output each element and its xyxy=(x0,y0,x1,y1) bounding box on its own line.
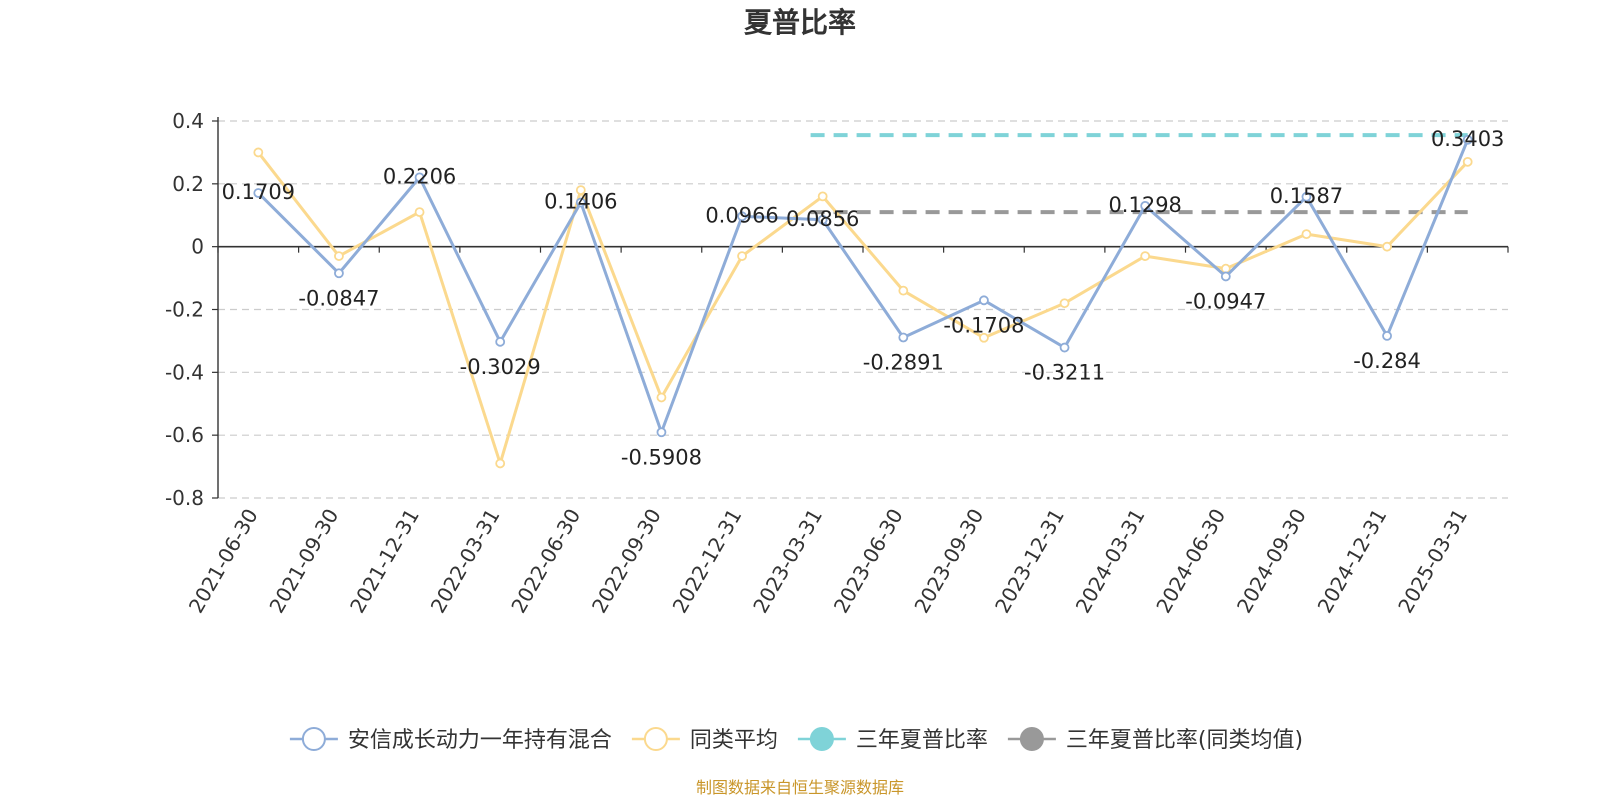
data-label: 0.1709 xyxy=(222,180,295,204)
data-point xyxy=(737,251,747,261)
x-tick-label: 2022-12-31 xyxy=(667,505,746,618)
data-point xyxy=(737,211,747,222)
data-point xyxy=(1220,271,1231,282)
data-point xyxy=(817,191,828,202)
legend-item-3[interactable]: 三年夏普比率(同类均值) xyxy=(1007,727,1303,753)
chart-title: 夏普比率 xyxy=(744,6,856,39)
legend-label: 同类平均 xyxy=(690,728,778,753)
data-point xyxy=(1059,298,1070,309)
x-tick-label: 2022-03-31 xyxy=(426,505,505,618)
legend-marker-icon xyxy=(809,727,834,751)
y-tick-label: 0.2 xyxy=(172,172,204,196)
data-labels: 0.1709 -0.0847 0.2206 -0.3029 0.1406 -0.5908 0… xyxy=(222,127,1505,470)
x-tick-label: 2025-03-31 xyxy=(1393,505,1472,618)
data-label: 0.1587 xyxy=(1270,184,1343,208)
data-point xyxy=(1140,200,1151,211)
y-tick-label: -0.8 xyxy=(165,486,204,510)
data-point xyxy=(414,172,425,183)
data-label: -0.2891 xyxy=(863,350,944,374)
x-tick-label: 2024-06-30 xyxy=(1151,505,1230,618)
legend-marker-icon xyxy=(301,727,326,751)
x-tick-label: 2023-12-31 xyxy=(990,505,1069,618)
data-label: 0.1406 xyxy=(544,189,617,213)
data-label: -0.3211 xyxy=(1024,361,1105,385)
data-label: 0.0966 xyxy=(705,203,778,227)
legend-item-1[interactable]: 同类平均 xyxy=(631,727,778,753)
data-point xyxy=(495,336,506,347)
data-point xyxy=(1301,229,1312,240)
data-label: -0.3029 xyxy=(460,355,541,379)
x-tick-label: 2022-09-30 xyxy=(587,505,666,618)
grid-lines xyxy=(218,120,1508,499)
source-note: 制图数据来自恒生聚源数据库 xyxy=(696,778,904,797)
data-point xyxy=(1382,241,1392,252)
data-point xyxy=(334,268,344,279)
data-point xyxy=(979,295,989,306)
x-tick-label: 2023-06-30 xyxy=(829,505,908,618)
reference-lines xyxy=(810,133,1468,215)
data-point xyxy=(495,458,506,469)
legend[interactable]: 安信成长动力一年持有混合 同类平均 三年夏普比率 三年夏普比率(同类均值) xyxy=(289,727,1303,753)
x-tick-label: 2021-06-30 xyxy=(184,505,263,618)
data-point xyxy=(414,207,425,218)
legend-label: 三年夏普比率 xyxy=(856,728,988,753)
series-line-0 xyxy=(257,139,1470,434)
x-tick-label: 2021-12-31 xyxy=(345,505,424,618)
legend-marker-icon xyxy=(643,727,668,751)
data-label: 0.3403 xyxy=(1431,127,1504,151)
data-point xyxy=(979,332,989,343)
data-label: -0.5908 xyxy=(621,445,702,469)
data-point xyxy=(1462,134,1473,145)
legend-item-2[interactable]: 三年夏普比率 xyxy=(797,727,988,753)
data-point xyxy=(1220,263,1231,274)
y-tick-label: -0.6 xyxy=(165,423,204,447)
data-point xyxy=(1382,330,1392,341)
data-label: 0.0856 xyxy=(786,207,859,231)
y-tick-label: -0.4 xyxy=(165,360,204,384)
data-point xyxy=(575,185,586,196)
x-tick-label: 2023-03-31 xyxy=(748,505,827,618)
x-tick-label: 2021-09-30 xyxy=(264,505,343,618)
y-tick-label: 0 xyxy=(191,235,204,259)
data-point xyxy=(1059,342,1070,353)
x-tick-label: 2023-09-30 xyxy=(909,505,988,618)
legend-label: 三年夏普比率(同类均值) xyxy=(1066,728,1303,753)
data-point xyxy=(575,197,586,208)
data-label: -0.0847 xyxy=(298,286,379,310)
data-point xyxy=(817,214,828,225)
data-point xyxy=(334,251,344,261)
legend-marker-icon xyxy=(1019,727,1044,751)
legend-label: 安信成长动力一年持有混合 xyxy=(348,728,612,753)
series-lines xyxy=(253,134,1473,469)
data-label: -0.0947 xyxy=(1185,289,1266,313)
data-label: 0.2206 xyxy=(383,164,456,188)
y-tick-label: -0.2 xyxy=(165,298,204,322)
data-point xyxy=(253,147,264,158)
data-point xyxy=(656,427,667,438)
legend-item-0[interactable]: 安信成长动力一年持有混合 xyxy=(289,727,612,753)
x-tick-label: 2024-09-30 xyxy=(1232,505,1311,618)
data-label: -0.284 xyxy=(1353,349,1421,373)
data-point xyxy=(656,392,667,403)
data-label: 0.1298 xyxy=(1108,193,1181,217)
data-point xyxy=(1462,156,1473,167)
x-tick-label: 2022-06-30 xyxy=(506,505,585,618)
x-tick-label: 2024-12-31 xyxy=(1312,505,1391,618)
series-line-1 xyxy=(257,151,1469,465)
data-point xyxy=(898,332,909,343)
data-point xyxy=(1140,251,1151,261)
data-point xyxy=(1301,191,1312,202)
data-point xyxy=(253,188,264,198)
data-point xyxy=(898,285,909,296)
x-tick-label: 2024-03-31 xyxy=(1071,505,1150,618)
data-label: -0.1708 xyxy=(943,313,1024,337)
y-tick-label: 0.4 xyxy=(172,109,204,133)
